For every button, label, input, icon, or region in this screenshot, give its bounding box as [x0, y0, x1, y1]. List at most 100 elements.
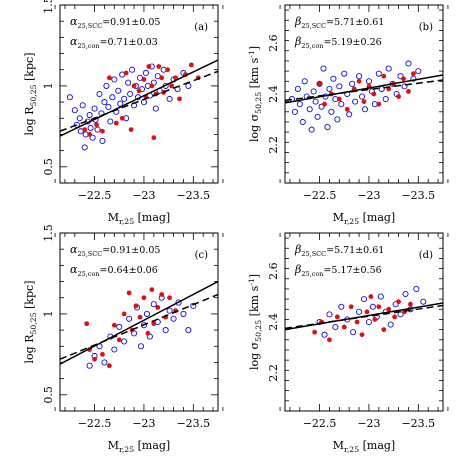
data-point-filled [87, 132, 93, 137]
data-point-open [320, 65, 327, 72]
x-axis-label: Mr,25 [mag] [108, 211, 170, 226]
data-point-open [356, 308, 363, 315]
data-point-filled [177, 96, 182, 102]
data-point-open [338, 303, 345, 310]
data-point-filled [372, 317, 378, 322]
y-tick-label: 2.4 [267, 313, 280, 331]
data-point-filled [371, 91, 377, 97]
data-point-filled [401, 76, 406, 82]
x-axis-label: Mr,25 [mag] [333, 211, 395, 226]
data-point-open [365, 78, 372, 85]
data-point-open [79, 102, 86, 109]
data-point-filled [376, 304, 382, 310]
y-tick-label: 0.5 [42, 158, 55, 176]
data-point-open [140, 99, 147, 106]
data-point-open [330, 75, 337, 82]
data-point-open [116, 323, 123, 330]
data-point-filled [151, 321, 157, 327]
data-point-filled [381, 73, 387, 79]
solid-fit-line [60, 280, 218, 365]
data-point-open [99, 137, 106, 144]
data-point-open [326, 85, 333, 92]
data-point-filled [165, 67, 171, 73]
data-point-open [392, 301, 399, 308]
data-point-open [402, 290, 409, 298]
data-point-open [185, 327, 192, 334]
data-point-filled [406, 89, 411, 94]
data-point-filled [354, 319, 360, 325]
data-point-open [166, 95, 173, 102]
x-tick-label: −23 [357, 189, 380, 202]
panel-tag: (b) [419, 22, 433, 33]
data-point-open [332, 324, 339, 331]
points-group [288, 60, 422, 133]
y-tick-label: 1 [42, 82, 55, 89]
x-tick-label: −22.5 [78, 417, 112, 430]
data-point-open [170, 315, 177, 322]
data-point-open [294, 85, 301, 92]
fit-annotation: α25,con=0.64±0.06 [70, 263, 158, 278]
data-point-filled [100, 128, 105, 134]
panel-d: −22.5 −23 −23.5 2.2 2.4 2.6 Mr,25 [mag] log σ50… [247, 232, 449, 454]
data-point-filled [149, 287, 155, 293]
x-tick-label: −22.5 [78, 189, 112, 202]
data-point-filled [169, 83, 174, 89]
data-point-filled [146, 64, 152, 69]
data-point-open [324, 124, 331, 131]
fit-annotation: α25,SCC=0.91±0.05 [70, 15, 160, 30]
plot-frame [59, 232, 219, 412]
data-point-filled [149, 83, 155, 89]
data-point-filled [141, 295, 147, 301]
data-point-open [420, 298, 427, 305]
solid-fit-line [60, 59, 218, 137]
data-point-open [121, 95, 128, 102]
y-tick-label: 1.5 [42, 0, 55, 14]
data-point-open [369, 303, 376, 310]
data-point-filled [344, 106, 350, 112]
data-point-open [81, 144, 88, 151]
data-point-filled [334, 314, 340, 320]
data-point-filled [322, 101, 327, 107]
data-point-filled [341, 324, 347, 330]
data-point-open [346, 111, 353, 118]
data-point-open [86, 362, 93, 369]
data-point-filled [364, 309, 370, 315]
fit-annotation: β25,con=5.17±0.56 [294, 263, 382, 278]
data-point-open [166, 307, 173, 314]
panel-b: −22.5 −23 −23.5 2.2 2.4 2.6 Mr,25 [mag] log σ50… [247, 4, 449, 226]
dashed-fit-line [60, 293, 218, 360]
data-point-filled [100, 351, 105, 357]
x-tick-label: −23.5 [401, 417, 435, 430]
plot-frame [59, 4, 219, 184]
data-point-filled [356, 78, 362, 84]
data-point-filled [92, 356, 97, 362]
plot-frame [284, 232, 444, 412]
data-point-open [358, 93, 366, 100]
data-point-open [405, 60, 412, 67]
data-point-filled [121, 311, 127, 317]
data-point-filled [94, 122, 99, 128]
data-point-open [334, 116, 341, 123]
panel-tag: (c) [195, 250, 209, 261]
data-point-filled [173, 75, 178, 81]
data-point-open [361, 106, 369, 113]
data-point-open [89, 134, 96, 141]
data-point-filled [116, 337, 122, 343]
data-point-open [338, 101, 345, 108]
data-point-open [321, 331, 328, 338]
dashed-fit-line [285, 79, 443, 102]
y-tick-label: 1 [42, 310, 55, 317]
data-point-filled [136, 88, 142, 94]
data-point-open [103, 82, 110, 89]
x-tick-label: −23.5 [401, 189, 435, 202]
data-point-open [162, 327, 169, 334]
data-point-filled [396, 94, 401, 99]
data-point-filled [167, 295, 173, 301]
data-point-filled [386, 306, 392, 312]
fit-lines [285, 302, 443, 331]
x-axis-label: Mr,25 [mag] [333, 439, 395, 454]
y-axis-label: log σ50,25 [km s-1] [247, 274, 263, 370]
data-point-filled [376, 101, 382, 107]
data-point-open [382, 96, 389, 103]
x-tick-label: −23 [132, 417, 155, 430]
